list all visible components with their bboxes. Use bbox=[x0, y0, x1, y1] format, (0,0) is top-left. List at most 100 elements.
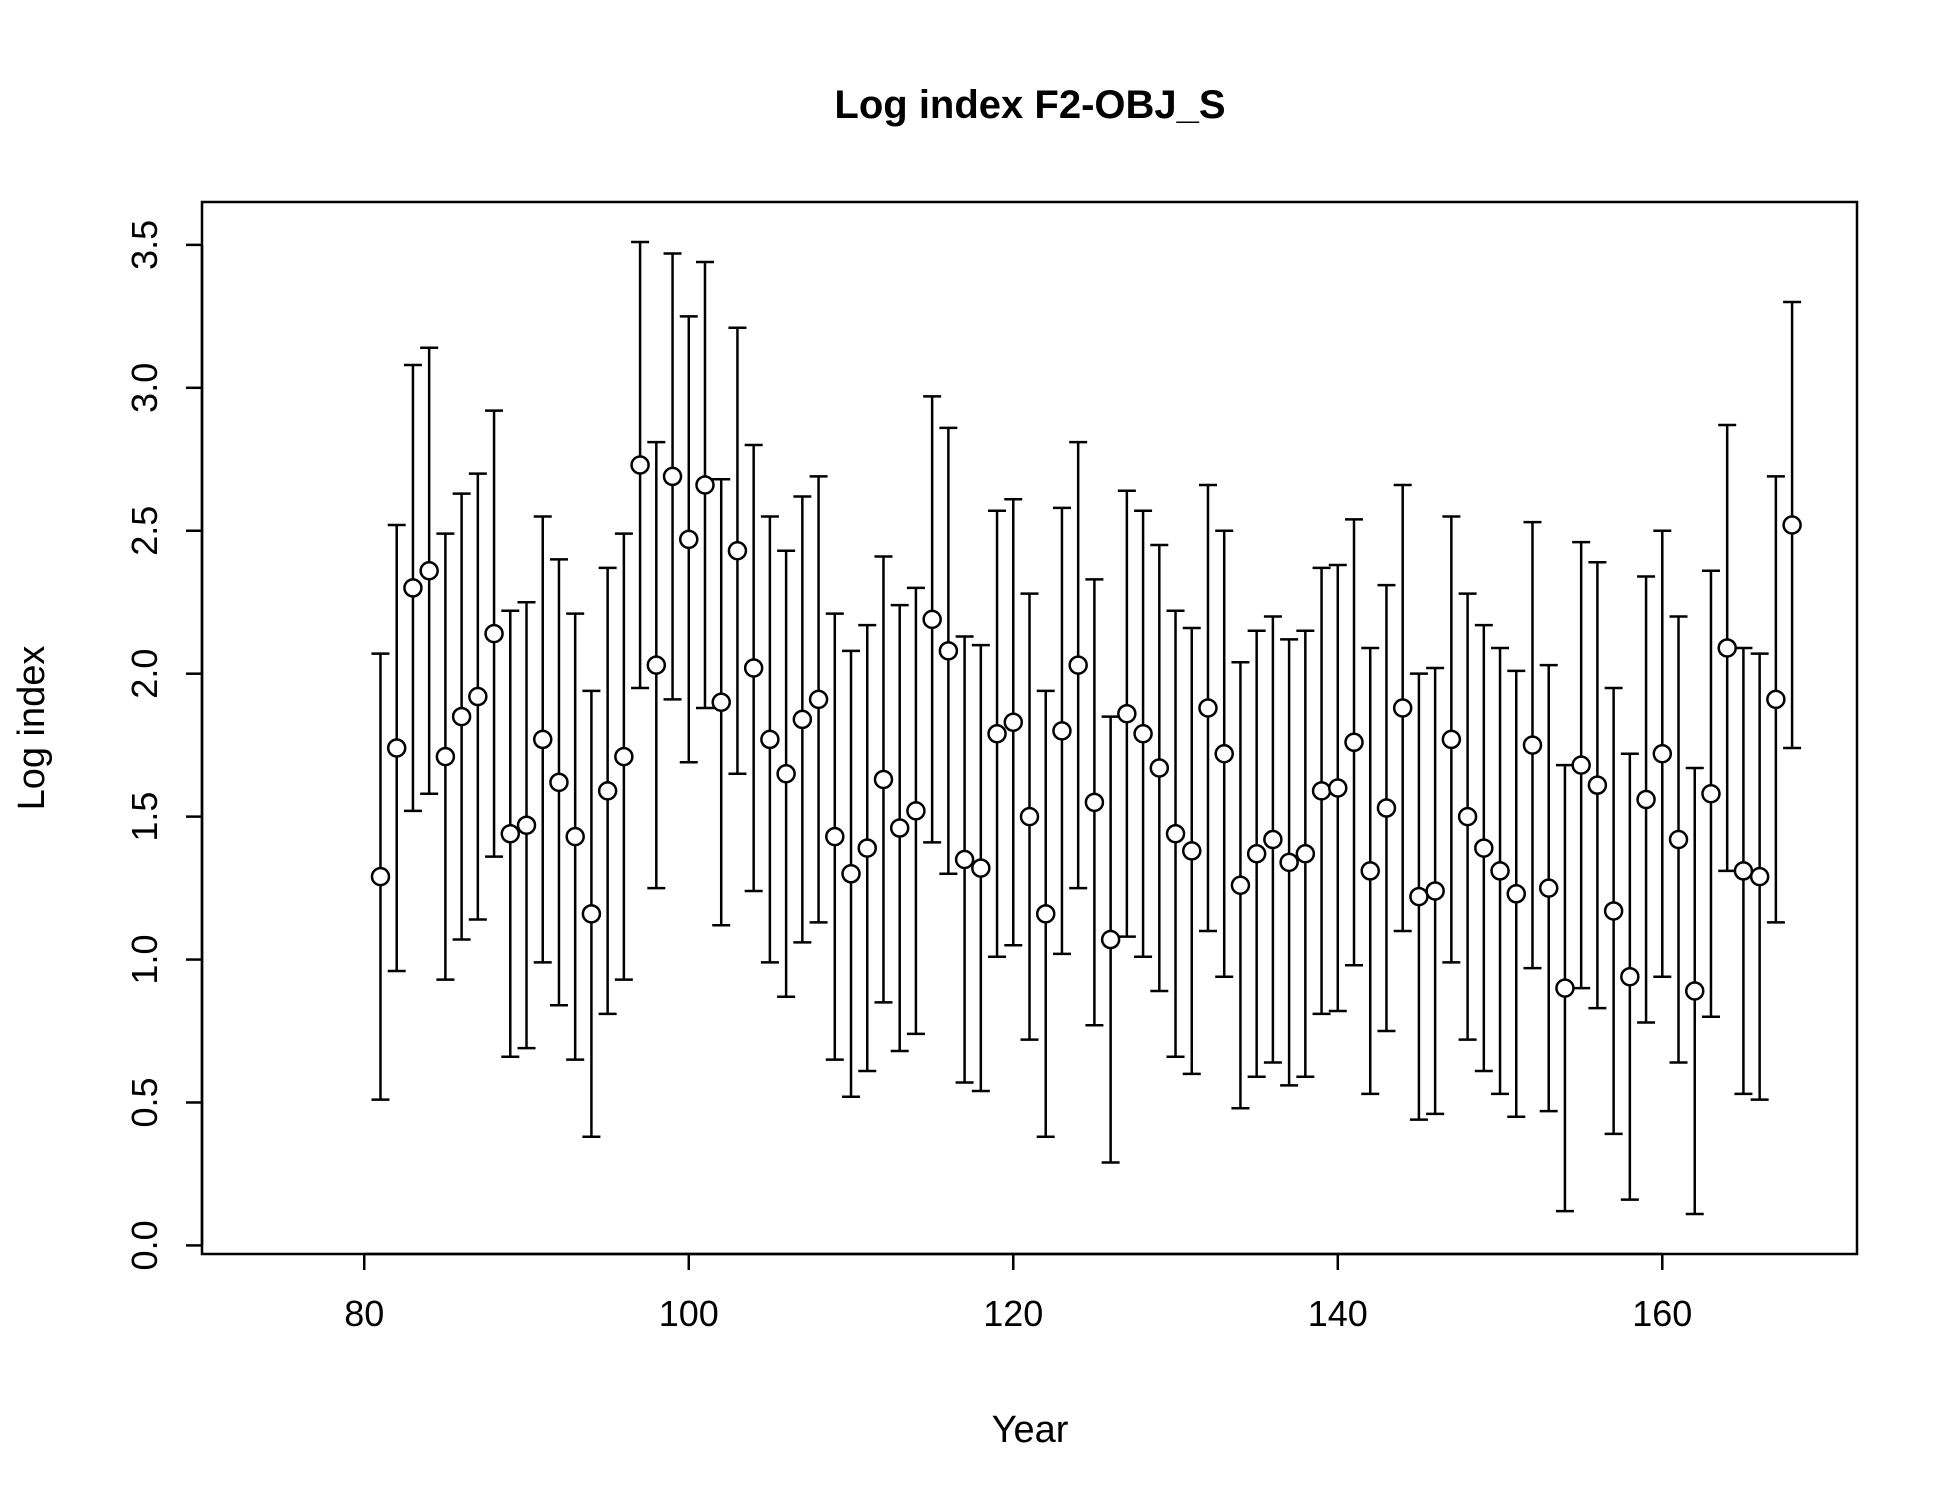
y-tick-label: 1.5 bbox=[124, 792, 165, 842]
data-point bbox=[841, 864, 861, 884]
data-point bbox=[500, 824, 521, 844]
data-point bbox=[1474, 838, 1494, 858]
data-point bbox=[857, 838, 877, 858]
data-point bbox=[695, 475, 715, 495]
y-axis: 0.0 0.5 1.0 1.5 2.0 2.5 3.0 3.5 bbox=[124, 220, 204, 1270]
data-point bbox=[971, 858, 991, 878]
data-point bbox=[889, 818, 910, 838]
data-point bbox=[1587, 775, 1608, 795]
data-point bbox=[954, 849, 975, 870]
data-point bbox=[1717, 638, 1737, 658]
data-point bbox=[1392, 698, 1413, 718]
data-point bbox=[1425, 881, 1445, 901]
data-point bbox=[468, 686, 488, 707]
data-point bbox=[1149, 758, 1170, 778]
data-point bbox=[1214, 743, 1234, 764]
data-point bbox=[825, 826, 845, 847]
chart-title: Log index F2-OBJ_S bbox=[834, 83, 1225, 127]
data-point bbox=[1328, 778, 1348, 798]
data-point bbox=[516, 815, 537, 835]
data-point bbox=[532, 729, 553, 750]
data-point bbox=[581, 904, 602, 924]
x-axis-label: Year bbox=[992, 1409, 1069, 1451]
data-point bbox=[873, 769, 894, 790]
data-point bbox=[1782, 515, 1802, 535]
data-point bbox=[1620, 966, 1640, 987]
data-point bbox=[1263, 829, 1283, 850]
y-axis-label: Log index bbox=[11, 646, 53, 811]
data-point bbox=[1003, 712, 1024, 733]
data-point bbox=[1506, 884, 1527, 904]
data-point bbox=[711, 692, 731, 713]
data-point bbox=[614, 746, 634, 767]
data-point bbox=[922, 609, 942, 630]
data-point bbox=[549, 772, 569, 793]
data-point bbox=[1652, 743, 1673, 764]
data-point bbox=[1733, 861, 1754, 881]
data-point bbox=[386, 738, 407, 758]
data-point bbox=[1279, 852, 1299, 873]
x-tick-label: 160 bbox=[1632, 1293, 1692, 1334]
data-point bbox=[1019, 806, 1040, 827]
data-point bbox=[743, 658, 764, 678]
data-point bbox=[1198, 698, 1218, 718]
data-point bbox=[1117, 703, 1137, 724]
data-point bbox=[1360, 861, 1380, 881]
data-point bbox=[727, 541, 748, 561]
data-point bbox=[1701, 784, 1721, 804]
data-point bbox=[1766, 689, 1786, 710]
data-point bbox=[1571, 755, 1591, 775]
y-tick-label: 2.5 bbox=[124, 506, 165, 556]
data-point bbox=[1295, 844, 1316, 864]
data-point bbox=[1246, 844, 1267, 864]
data-point bbox=[1376, 798, 1397, 818]
data-point bbox=[451, 706, 472, 727]
data-point bbox=[1409, 886, 1429, 907]
data-point bbox=[760, 729, 780, 750]
data-point bbox=[565, 826, 585, 847]
data-point bbox=[1230, 875, 1251, 895]
data-point bbox=[1555, 978, 1575, 998]
data-point bbox=[1084, 792, 1105, 813]
data-point bbox=[630, 455, 650, 475]
data-point bbox=[1749, 866, 1770, 887]
data-point bbox=[1457, 806, 1478, 827]
data-point bbox=[1522, 735, 1543, 755]
data-points bbox=[370, 455, 1802, 1001]
data-point bbox=[1100, 929, 1121, 950]
data-point bbox=[597, 781, 618, 801]
data-point bbox=[1165, 824, 1186, 844]
x-tick-label: 120 bbox=[983, 1293, 1043, 1334]
x-axis: 80 100 120 140 160 bbox=[344, 1252, 1692, 1334]
data-point bbox=[776, 763, 796, 784]
data-point bbox=[435, 746, 456, 767]
data-point bbox=[987, 723, 1007, 744]
data-point bbox=[808, 689, 829, 710]
data-point bbox=[1311, 781, 1332, 801]
data-point bbox=[1668, 829, 1689, 850]
data-point bbox=[1636, 789, 1656, 810]
data-point bbox=[646, 655, 667, 675]
y-tick-label: 0.0 bbox=[124, 1220, 165, 1270]
data-point bbox=[370, 866, 391, 887]
y-tick-label: 1.0 bbox=[124, 935, 165, 985]
error-bars bbox=[371, 240, 1802, 1216]
data-point bbox=[938, 641, 959, 661]
data-point bbox=[1538, 878, 1559, 898]
data-point bbox=[1344, 732, 1364, 753]
y-tick-label: 3.5 bbox=[124, 220, 165, 270]
y-tick-label: 0.5 bbox=[124, 1077, 165, 1127]
data-point bbox=[1603, 901, 1624, 921]
data-point bbox=[403, 578, 423, 598]
data-point bbox=[1182, 841, 1202, 861]
x-tick-label: 140 bbox=[1308, 1293, 1368, 1334]
y-tick-label: 2.0 bbox=[124, 649, 165, 699]
data-point bbox=[679, 529, 699, 550]
data-point bbox=[1441, 729, 1462, 750]
data-point bbox=[1133, 723, 1153, 744]
data-point bbox=[1068, 655, 1088, 675]
y-tick-label: 3.0 bbox=[124, 363, 165, 413]
data-point bbox=[1490, 861, 1510, 881]
data-point bbox=[1035, 904, 1056, 924]
